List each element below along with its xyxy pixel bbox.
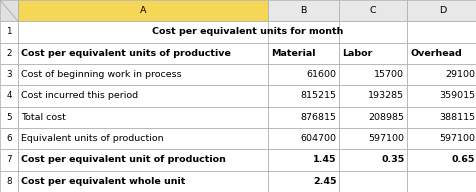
Bar [407, 85, 476, 107]
Bar [407, 171, 476, 192]
Bar [407, 64, 476, 85]
Bar [18, 85, 268, 107]
Bar [407, 43, 476, 64]
Bar [407, 0, 476, 21]
Text: Cost per equivalent whole unit: Cost per equivalent whole unit [21, 177, 185, 186]
Text: Cost incurred this period: Cost incurred this period [21, 92, 138, 100]
Bar [268, 85, 338, 107]
Bar [0, 128, 18, 149]
Bar [268, 171, 338, 192]
Text: 0.65: 0.65 [451, 156, 474, 165]
Bar [0, 0, 18, 21]
Bar [268, 64, 338, 85]
Text: 15700: 15700 [374, 70, 403, 79]
Text: 359015: 359015 [438, 92, 474, 100]
Bar [0, 149, 18, 171]
Bar [0, 85, 18, 107]
Text: 2: 2 [6, 49, 12, 58]
Bar [338, 85, 407, 107]
Bar [0, 21, 18, 43]
Text: 0.35: 0.35 [380, 156, 403, 165]
Text: Total cost: Total cost [21, 113, 66, 122]
Bar [338, 107, 407, 128]
Text: Material: Material [271, 49, 315, 58]
Text: 876815: 876815 [300, 113, 336, 122]
Bar [18, 64, 268, 85]
Text: 1: 1 [6, 27, 12, 36]
Text: 7: 7 [6, 156, 12, 165]
Bar [18, 171, 268, 192]
Bar [0, 64, 18, 85]
Text: Equivalent units of production: Equivalent units of production [21, 134, 163, 143]
Bar [268, 128, 338, 149]
Bar [0, 43, 18, 64]
Bar [407, 149, 476, 171]
Text: Cost of beginning work in process: Cost of beginning work in process [21, 70, 181, 79]
Text: Cost per equivalent units of productive: Cost per equivalent units of productive [21, 49, 230, 58]
Bar [407, 107, 476, 128]
Text: 597100: 597100 [438, 134, 474, 143]
Bar [0, 171, 18, 192]
Bar [338, 64, 407, 85]
Bar [18, 107, 268, 128]
Bar [0, 107, 18, 128]
Bar [268, 21, 338, 43]
Text: 29100: 29100 [444, 70, 474, 79]
Text: Overhead: Overhead [409, 49, 461, 58]
Bar [18, 21, 476, 43]
Bar [18, 149, 268, 171]
Bar [338, 171, 407, 192]
Bar [338, 43, 407, 64]
Text: D: D [438, 6, 445, 15]
Bar [18, 43, 268, 64]
Bar [18, 0, 268, 21]
Bar [18, 128, 268, 149]
Bar [338, 128, 407, 149]
Text: 1.45: 1.45 [312, 156, 336, 165]
Text: 208985: 208985 [367, 113, 403, 122]
Text: Cost per equivalent units for month: Cost per equivalent units for month [152, 27, 343, 36]
Text: 4: 4 [6, 92, 12, 100]
Text: 5: 5 [6, 113, 12, 122]
Bar [407, 128, 476, 149]
Text: B: B [300, 6, 307, 15]
Bar [407, 21, 476, 43]
Bar [268, 0, 338, 21]
Text: 8: 8 [6, 177, 12, 186]
Bar [268, 149, 338, 171]
Text: 388115: 388115 [438, 113, 474, 122]
Text: 2.45: 2.45 [312, 177, 336, 186]
Text: 193285: 193285 [367, 92, 403, 100]
Bar [338, 149, 407, 171]
Text: A: A [139, 6, 146, 15]
Text: 604700: 604700 [300, 134, 336, 143]
Text: 61600: 61600 [306, 70, 336, 79]
Text: Cost per equivalent unit of production: Cost per equivalent unit of production [21, 156, 226, 165]
Bar [338, 0, 407, 21]
Text: 597100: 597100 [367, 134, 403, 143]
Bar [338, 21, 407, 43]
Text: 6: 6 [6, 134, 12, 143]
Bar [268, 107, 338, 128]
Text: 3: 3 [6, 70, 12, 79]
Text: Labor: Labor [342, 49, 372, 58]
Bar [268, 43, 338, 64]
Text: C: C [369, 6, 376, 15]
Text: 815215: 815215 [300, 92, 336, 100]
